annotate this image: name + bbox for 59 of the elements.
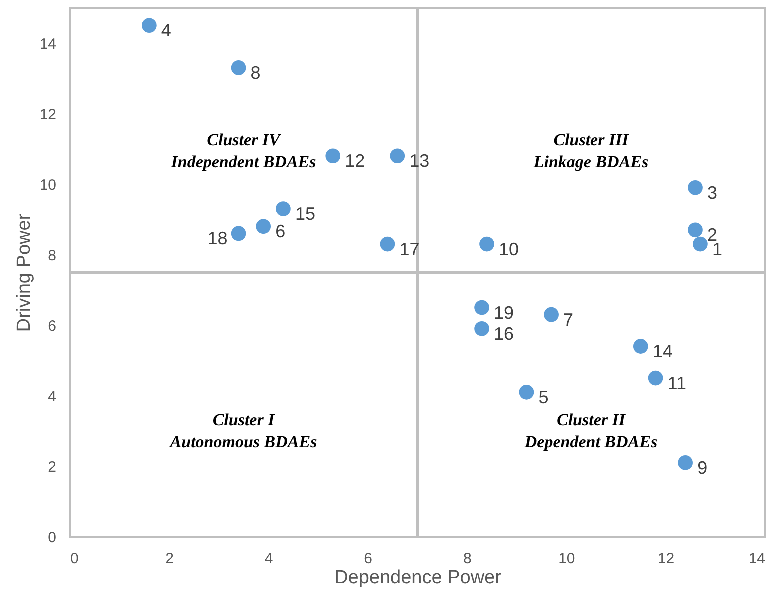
series-label: 8 [250, 62, 261, 83]
y-tick-label: 14 [40, 36, 56, 53]
x-tick-label: 6 [364, 550, 373, 568]
point [474, 300, 490, 316]
annotation: Cluster I Autonomous BDAEs [169, 410, 318, 452]
series-label: 5 [538, 387, 549, 408]
series-label: 10 [499, 239, 520, 260]
point [480, 236, 494, 252]
y-tick-label: 10 [40, 176, 56, 194]
point [678, 456, 693, 470]
point [633, 339, 648, 354]
point [693, 236, 708, 252]
x-tick-label: 4 [264, 550, 274, 568]
point [688, 180, 703, 196]
x-tick-label: 10 [558, 550, 576, 568]
series-label: 11 [668, 373, 686, 394]
x-tick-label: 14 [748, 550, 766, 568]
x-tick-label: 12 [658, 550, 675, 568]
y-tick-label: 0 [48, 530, 56, 546]
point [276, 202, 291, 216]
point [326, 148, 341, 164]
series-label: 9 [698, 458, 708, 478]
x-tick-label: 8 [463, 550, 472, 568]
point [648, 370, 664, 386]
series-label: 16 [494, 324, 514, 344]
point [231, 60, 246, 76]
point [688, 222, 703, 238]
series-label: 15 [295, 204, 316, 224]
annotation: Cluster II Dependent BDAEs [524, 410, 658, 452]
x-tick-label: 0 [70, 550, 79, 568]
y-tick-label: 4 [48, 388, 56, 406]
point [142, 18, 157, 34]
point [519, 385, 534, 400]
y-tick-label: 8 [48, 247, 56, 264]
series-label: 12 [345, 151, 366, 172]
point [231, 226, 246, 242]
point [390, 148, 406, 164]
y-tick-label: 12 [40, 106, 56, 124]
series-label: 18 [208, 228, 228, 249]
point [474, 322, 490, 336]
point [380, 236, 396, 252]
series-label: 4 [161, 20, 172, 41]
series-label: 3 [708, 182, 718, 203]
series-label: 1 [712, 239, 722, 260]
annotation: Cluster IV Independent BDAEs [170, 130, 317, 172]
point [544, 307, 559, 322]
series-label: 7 [564, 310, 574, 330]
x-axis-title: Dependence Power [334, 568, 502, 588]
y-tick-label: 6 [48, 318, 56, 335]
x-tick-label: 2 [166, 550, 174, 568]
annotation: Cluster III Linkage BDAEs [532, 130, 650, 172]
series-label: 14 [652, 342, 673, 362]
y-axis-title: Driving Power [14, 213, 35, 332]
point [256, 219, 272, 234]
series-label: 6 [276, 222, 286, 242]
series-label: 19 [494, 302, 514, 323]
y-tick-label: 2 [48, 458, 56, 476]
series-label: 17 [400, 239, 420, 260]
series-label: 13 [410, 151, 430, 172]
